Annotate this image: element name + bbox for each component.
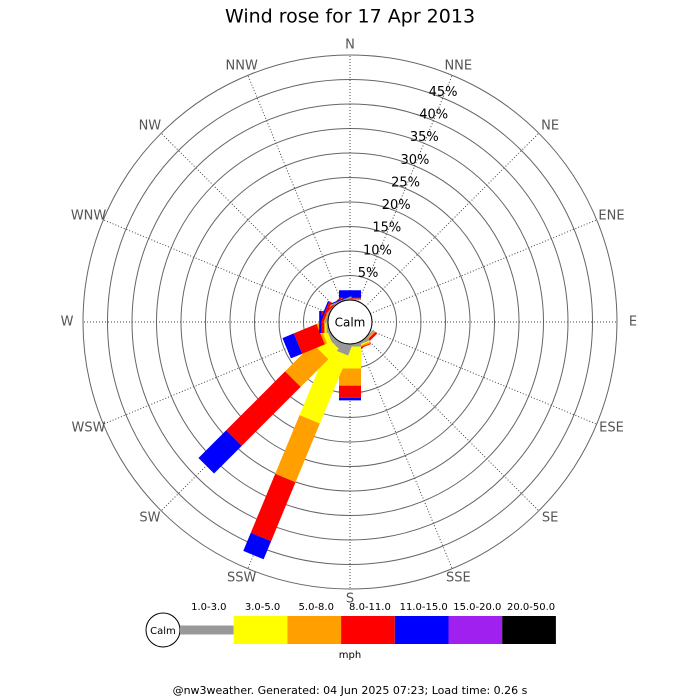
direction-label: S <box>346 592 354 607</box>
legend-label: 8.0-11.0 <box>349 602 391 613</box>
grid-ring <box>205 177 495 467</box>
legend-swatch <box>341 616 395 644</box>
grid-ring <box>107 79 593 565</box>
spoke <box>365 132 540 307</box>
calm-circle <box>327 299 373 345</box>
legend-label: 1.0-3.0 <box>191 602 226 613</box>
wind-bar <box>339 368 361 386</box>
direction-label: ENE <box>598 208 624 223</box>
direction-label: W <box>61 315 74 330</box>
direction-label: WSW <box>72 421 106 436</box>
spoke <box>370 219 597 315</box>
wind-bar <box>339 290 361 298</box>
legend-calm-label: Calm <box>150 626 176 637</box>
wind-bar <box>316 323 328 345</box>
direction-label: N <box>345 38 355 53</box>
wind-bar <box>250 473 296 542</box>
outer-ring <box>82 54 618 590</box>
legend-label: 15.0-20.0 <box>453 602 501 613</box>
legend-swatch <box>287 616 342 644</box>
wind-bar <box>282 333 303 359</box>
wind-bar <box>299 347 348 424</box>
legend-label: 5.0-8.0 <box>299 602 334 613</box>
direction-label: NW <box>139 119 162 134</box>
direction-label: SSW <box>227 570 257 585</box>
wind-bar <box>285 343 329 387</box>
spoke <box>160 132 335 307</box>
wind-bar <box>293 324 325 354</box>
chart-title: Wind rose for 17 Apr 2013 <box>225 6 475 28</box>
wind-bar <box>226 371 301 446</box>
legend-swatch <box>394 616 449 644</box>
wind-bar <box>198 430 242 474</box>
calm-label: Calm <box>335 316 366 330</box>
tick-label: 45% <box>429 85 458 100</box>
legend-label: 11.0-15.0 <box>400 602 448 613</box>
legend-swatch <box>502 616 556 644</box>
direction-label: WNW <box>71 208 107 223</box>
direction-label: SW <box>139 510 160 525</box>
grid-ring <box>229 201 471 443</box>
tick-label: 20% <box>382 198 411 213</box>
spoke <box>365 337 540 512</box>
spoke <box>357 342 453 569</box>
units-label: mph <box>339 650 361 661</box>
legend-label: 3.0-5.0 <box>245 602 280 613</box>
grid-ring <box>254 226 446 418</box>
tick-label: 10% <box>363 243 392 258</box>
wind-bar <box>330 295 352 305</box>
wind-bar <box>339 397 361 401</box>
wind-bar <box>275 415 320 483</box>
tick-label: 25% <box>391 175 420 190</box>
spoke <box>103 219 330 315</box>
direction-label: NNE <box>444 59 472 74</box>
tick-label: 30% <box>401 153 430 168</box>
legend-swatch <box>180 625 234 635</box>
tick-label: 35% <box>410 130 439 145</box>
wind-bar <box>339 385 361 398</box>
tick-label: 40% <box>419 108 448 123</box>
footer: @nw3weather. Generated: 04 Jun 2025 07:2… <box>173 684 528 697</box>
direction-label: E <box>629 315 637 330</box>
spoke <box>247 75 343 302</box>
legend-swatch <box>233 616 288 644</box>
direction-label: SE <box>542 510 558 525</box>
wind-bar <box>243 532 272 560</box>
spoke <box>357 75 453 302</box>
legend-swatch <box>448 616 503 644</box>
spoke <box>160 337 335 512</box>
spoke <box>370 329 597 425</box>
direction-label: SSE <box>446 570 471 585</box>
direction-label: NNW <box>226 59 258 74</box>
direction-label: ESE <box>599 421 624 436</box>
legend-label: 20.0-50.0 <box>507 602 555 613</box>
tick-label: 5% <box>358 266 379 281</box>
wind-bar <box>319 300 330 322</box>
wind-bar <box>330 296 352 306</box>
wind-bar <box>319 311 322 333</box>
spoke <box>103 329 330 425</box>
direction-label: NE <box>541 119 559 134</box>
tick-label: 15% <box>372 221 401 236</box>
